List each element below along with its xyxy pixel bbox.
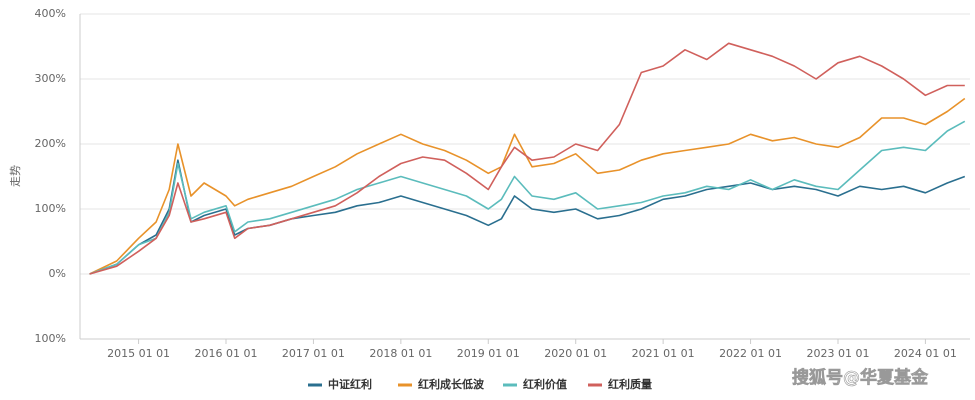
x-tick-label: 2019 01 01 xyxy=(457,347,520,360)
legend-label: 红利成长低波 xyxy=(418,377,485,391)
x-tick-label: 2023 01 01 xyxy=(806,347,869,360)
x-tick-label: 2016 01 01 xyxy=(195,347,258,360)
x-tick-label: 2015 01 01 xyxy=(107,347,170,360)
legend-label: 红利价值 xyxy=(523,377,567,391)
watermark: 搜狐号@华夏基金 xyxy=(792,367,929,388)
series-line xyxy=(89,42,965,275)
y-axis-label: 走势 xyxy=(9,165,22,187)
y-tick-label: 300% xyxy=(35,72,66,85)
x-tick-label: 2021 01 01 xyxy=(632,347,695,360)
series-line xyxy=(89,120,966,275)
series-line xyxy=(89,97,966,275)
y-tick-label: 400% xyxy=(35,7,66,20)
legend-label: 红利质量 xyxy=(608,377,652,391)
x-tick-label: 2018 01 01 xyxy=(369,347,432,360)
x-tick-label: 2024 01 01 xyxy=(894,347,957,360)
y-tick-label: 100% xyxy=(35,332,66,345)
x-tick-label: 2017 01 01 xyxy=(282,347,345,360)
x-tick-label: 2022 01 01 xyxy=(719,347,782,360)
series-line xyxy=(89,159,966,275)
y-tick-label: 0% xyxy=(49,267,66,280)
x-tick-label: 2020 01 01 xyxy=(544,347,607,360)
y-tick-label: 200% xyxy=(35,137,66,150)
y-tick-label: 100% xyxy=(35,202,66,215)
legend-label: 中证红利 xyxy=(328,377,372,391)
